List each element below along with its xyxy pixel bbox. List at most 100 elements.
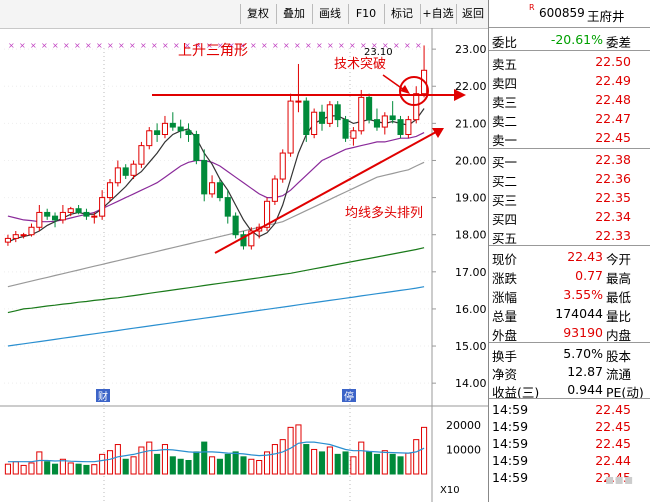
candle-body — [4, 237, 11, 243]
candle-body — [154, 130, 161, 135]
stat-row-label: 总量 — [492, 309, 518, 324]
fundamental-row: 收益(三) 0.944 PE(动) — [489, 380, 650, 400]
volume-bar — [106, 450, 114, 475]
price-tick-label: 18.00 — [455, 229, 487, 242]
volume-bar — [193, 451, 200, 475]
weibi-label: 委比 — [492, 35, 518, 50]
tick-row-value: 22.45 — [595, 436, 631, 451]
candle-body — [216, 182, 223, 199]
grid-cross-mark: × — [338, 41, 345, 50]
tick-row: 14:59 22.44 — [489, 451, 650, 471]
bid-row: 买五 22.33 — [489, 226, 650, 246]
volume-bar — [146, 441, 153, 475]
fundamental-row-label: 换手 — [492, 349, 518, 364]
kline-chart[interactable]: × × × × × × × × × × × × × × × × × × × × × × × × × × × × × × × × × × × × × × 2… — [0, 28, 488, 502]
bid-row: 买四 22.34 — [489, 207, 650, 227]
bid-row-label: 买四 — [492, 212, 518, 227]
volume-bar — [271, 444, 278, 475]
volume-bar — [177, 458, 184, 475]
stat-row-tail: 今开 — [606, 252, 632, 267]
volume-bar — [381, 450, 388, 475]
grid-cross-mark: × — [140, 41, 147, 50]
marker-ting: 停 — [344, 390, 354, 403]
overlay-button[interactable]: 叠加 — [276, 4, 311, 24]
grid-cross-mark: × — [151, 41, 158, 50]
candle-body — [44, 211, 51, 217]
grid-cross-mark: × — [349, 41, 356, 50]
volume-bar — [51, 463, 59, 475]
stat-row: 总量 174044 量比 — [489, 304, 650, 324]
back-button[interactable]: 返回 — [456, 4, 489, 24]
tick-row-value: 22.45 — [595, 470, 631, 485]
candle-body — [279, 152, 286, 180]
volume-bar — [358, 441, 365, 475]
candle-body — [122, 167, 129, 176]
stat-row-tail: 最高 — [606, 271, 632, 286]
volume-bar — [20, 464, 27, 475]
grid-cross-mark: × — [96, 41, 103, 50]
stat-row-label: 外盘 — [492, 328, 518, 343]
grid-cross-mark: × — [118, 41, 125, 50]
volume-tick-label: 10000 — [446, 443, 481, 456]
candle-body — [99, 197, 106, 217]
candle-body — [106, 182, 114, 199]
ask-row: 卖三 22.48 — [489, 90, 650, 110]
volume-bar — [114, 444, 121, 475]
stock-name: 王府井 — [587, 9, 625, 24]
add-watchlist-button[interactable]: +自选 — [420, 4, 455, 24]
volume-bar — [169, 456, 176, 475]
stock-header: R 600859 王府井 — [489, 3, 650, 24]
stat-row-tail: 量比 — [606, 309, 632, 324]
grid-cross-mark: × — [272, 41, 279, 50]
volume-bar — [154, 453, 161, 475]
resistance-arrowhead — [454, 89, 466, 101]
grid-cross-mark: × — [41, 41, 48, 50]
fundamental-row-label: 净资 — [492, 367, 518, 382]
volume-bar — [366, 451, 373, 475]
candle-body — [373, 119, 381, 128]
volume-bar — [59, 458, 66, 475]
fundamental-row-value: 5.70% — [563, 346, 603, 361]
restore-rights-button[interactable]: 复权 — [240, 4, 275, 24]
draw-line-button[interactable]: 画线 — [312, 4, 347, 24]
bid-row-label: 买一 — [492, 155, 518, 170]
candle-body — [209, 182, 216, 195]
ma-longer-line — [7, 247, 425, 314]
stat-row-tail: 最低 — [606, 290, 632, 305]
bid-row-value: 22.33 — [595, 228, 631, 243]
ask-row-label: 卖四 — [492, 76, 518, 91]
volume-bar — [303, 444, 310, 475]
grid-cross-mark: × — [30, 41, 37, 50]
candle-body — [350, 130, 357, 139]
f10-button[interactable]: F10 — [348, 4, 383, 24]
bid-row-value: 22.35 — [595, 190, 631, 205]
chart-grid: × × × × × × × × × × × × × × × × × × × × × × × × × × × × × × × × × × × × × × — [0, 28, 488, 502]
volume-bar — [44, 461, 51, 475]
candle-body — [287, 100, 294, 154]
tick-row-label: 14:59 — [492, 470, 529, 485]
ask-row-label: 卖二 — [492, 114, 518, 129]
tick-row-value: 22.45 — [595, 419, 631, 434]
grid-cross-mark: × — [261, 41, 268, 50]
ma-mid-line — [7, 132, 425, 223]
stat-row-label: 现价 — [492, 252, 518, 267]
candle-body — [271, 178, 278, 202]
ask-row: 卖四 22.49 — [489, 71, 650, 91]
candle-body — [169, 122, 176, 128]
price-tick-label: 19.00 — [455, 192, 487, 205]
grid-cross-mark: × — [415, 41, 422, 50]
volume-bar — [405, 452, 412, 475]
volume-bar — [256, 460, 263, 475]
grid-cross-mark: × — [294, 41, 301, 50]
volume-bar — [83, 464, 90, 475]
candle-body — [397, 119, 404, 135]
ask-row-label: 卖一 — [492, 133, 518, 148]
volume-bar — [161, 444, 169, 475]
mark-button[interactable]: 标记 — [384, 4, 419, 24]
volume-bar — [240, 456, 247, 475]
ask-row-label: 卖三 — [492, 95, 518, 110]
volume-bar — [209, 456, 216, 475]
stat-row: 现价 22.43 今开 — [489, 247, 650, 267]
price-tick-label: 15.00 — [455, 340, 487, 353]
ma-longest-line — [7, 286, 425, 347]
